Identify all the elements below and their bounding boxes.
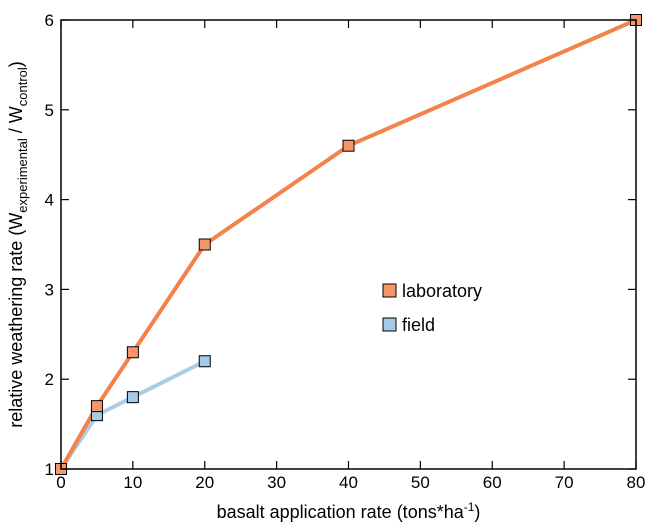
y-tick-label: 6 (45, 11, 54, 30)
y-tick-label: 1 (45, 460, 54, 479)
y-tick-label: 2 (45, 370, 54, 389)
plot-frame (60, 19, 637, 470)
data-point-laboratory (126, 346, 139, 359)
x-tick-label: 30 (267, 473, 286, 492)
data-point-laboratory (90, 400, 103, 413)
x-tick-label: 10 (123, 473, 142, 492)
x-tick-label: 40 (339, 473, 358, 492)
series-line-field (59, 359, 206, 471)
x-tick-label: 20 (195, 473, 214, 492)
y-axis-label: relative weathering rate (Wexperimental … (6, 61, 30, 428)
legend-label-field: field (402, 315, 435, 335)
ticks-layer: 0 10 20 30 40 50 60 70 80 1 2 3 4 5 6 (45, 11, 646, 492)
y-tick-label: 5 (45, 101, 54, 120)
data-point-laboratory (198, 238, 211, 251)
legend-swatch-laboratory (382, 283, 397, 298)
x-tick-label: 80 (627, 473, 646, 492)
y-tick-label: 3 (45, 280, 54, 299)
y-tick-label: 4 (45, 191, 54, 210)
data-point-field (126, 391, 139, 404)
x-tick-label: 0 (56, 473, 65, 492)
data-point-laboratory (342, 139, 355, 152)
x-tick-label: 50 (411, 473, 430, 492)
legend-label-laboratory: laboratory (402, 281, 482, 301)
legend: laboratory field (382, 281, 482, 335)
series-line-laboratory (59, 18, 637, 470)
x-tick-label: 60 (483, 473, 502, 492)
x-axis-label: basalt application rate (tons*ha-1) (217, 500, 481, 522)
series-layer (55, 14, 642, 475)
legend-swatch-field (382, 317, 397, 332)
data-point-field (198, 355, 211, 368)
x-tick-label: 70 (555, 473, 574, 492)
